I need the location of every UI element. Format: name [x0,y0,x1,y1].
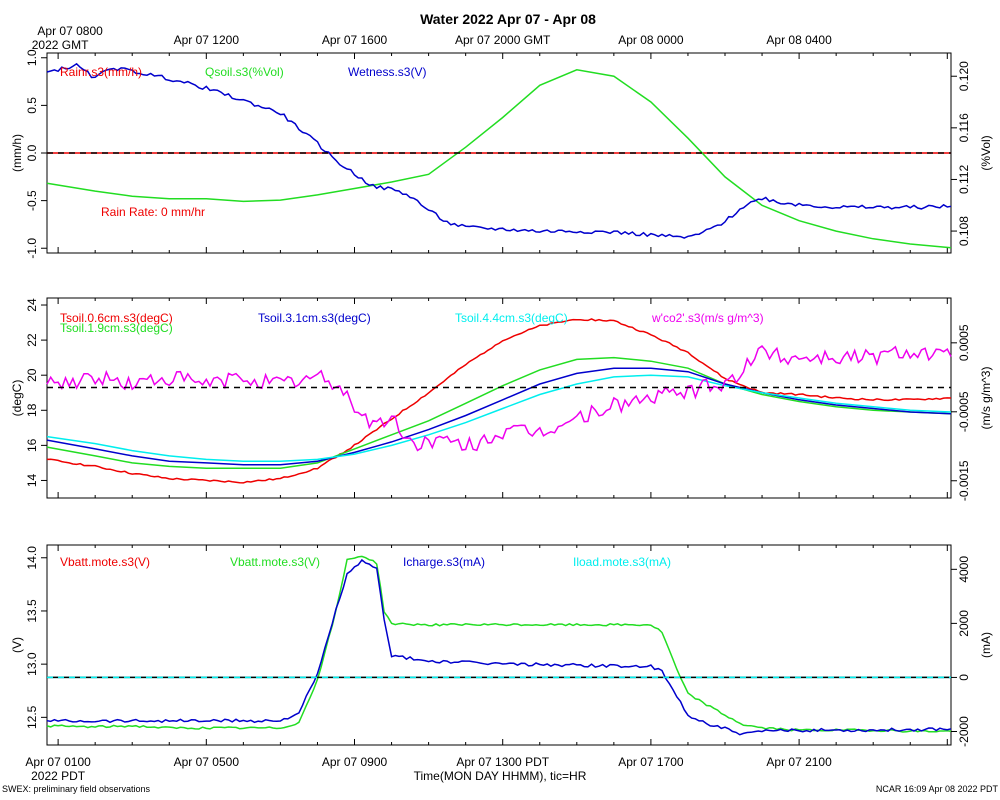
y-left-tick-label: 0.5 [25,97,39,114]
y-left-tick-label: 0.0 [25,144,39,161]
y-right-tick-label: -2000 [957,716,971,747]
y-left-tick-label: -1.0 [25,238,39,259]
legend-entry: Icharge.s3(mA) [403,555,485,569]
plot-frame [46,544,952,746]
rain-rate-annotation: Rain Rate: 0 mm/hr [101,205,205,219]
legend-entry: Tsoil.0.6cm.s3(degC) [60,311,173,325]
panel-soil-temperature: 24 22 20 18 16 14 0.0005 -0.0005 -0.0015 (degC) (m… [10,297,993,501]
y-left-axis-label: (degC) [10,380,24,417]
series-line-tsoil-4-4cm-s3 [46,374,952,462]
legend-entry: Vbatt.mote.s3(V) [60,555,150,569]
series-line-qsoil-s3 [46,69,952,249]
y-left-tick-label: 22 [25,333,39,347]
legend-entry: Qsoil.s3(%Vol) [205,65,284,79]
bottom-axis-tick-label: Apr 07 1700 [618,755,684,769]
legend-entry: Iload.mote.s3(mA) [573,555,671,569]
y-right-tick-label: -0.0015 [957,460,971,501]
y-right-tick-label: 2000 [957,610,971,637]
y-right-tick-label: 0.116 [957,113,971,142]
bottom-time-axis: Apr 07 0100 Apr 07 0500 Apr 07 0900 Apr 07 … [25,755,832,783]
x-axis-label: Time(MON DAY HHMM), tic=HR [414,769,587,783]
plot-frame [46,297,952,499]
series-line-vbatt-mote-s3 [46,555,952,733]
top-time-axis: Apr 07 0800 Apr 07 1200 Apr 07 1600 Apr 07 … [32,24,832,52]
y-left-tick-label: 20 [25,368,39,382]
y-left-tick-label: 13.0 [25,652,39,676]
y-right-tick-label: 0 [957,674,971,681]
y-right-tick-label: 4000 [957,556,971,583]
top-axis-tick-label: Apr 07 1200 [174,33,240,47]
bottom-axis-tick-label: Apr 07 0900 [322,755,388,769]
top-axis-tick-label: Apr 07 0800 [37,24,103,38]
bottom-axis-tick-label: Apr 07 0500 [174,755,240,769]
y-left-tick-label: 16 [25,438,39,452]
legend-entry: Tsoil.3.1cm.s3(degC) [258,311,371,325]
y-right-axis-label: (m/s g/m^3) [979,367,993,430]
y-left-tick-label: -0.5 [25,190,39,211]
series-line-w-co2-s3 [46,344,952,452]
series-line-tsoil-0-6cm-s3 [46,318,952,484]
legend-entry: Vbatt.mote.s3(V) [230,555,320,569]
y-right-axis-label: (mA) [979,632,993,658]
y-right-tick-label: -0.0005 [957,391,971,432]
series-line-wetness-s3 [46,62,952,239]
panel-rain-soil-moisture: 1.0 0.5 0.0 -0.5 -1.0 0.120 0.116 0.112 0.108 (mm… [10,49,993,258]
y-left-tick-label: 24 [25,298,39,312]
bottom-axis-year-label: 2022 PDT [31,769,86,783]
legend-entry: Tsoil.4.4cm.s3(degC) [455,311,568,325]
y-left-axis-label: (mm/h) [10,134,24,172]
panel-battery-current: 14.0 13.5 13.0 12.5 4000 2000 0 -2000 (V) (mA) Vba… [10,544,993,747]
chart-title: Water 2022 Apr 07 - Apr 08 [420,11,596,27]
legend-entry: Rainr.s3(mm/h) [60,65,142,79]
footer-left: SWEX: preliminary field observations [2,784,151,794]
series-line-tsoil-3-1cm-s3 [46,367,952,466]
legend-entry: Wetness.s3(V) [348,65,426,79]
y-right-axis-label: (%Vol) [979,135,993,170]
y-right-tick-label: 0.0005 [957,324,971,361]
top-axis-tick-label: Apr 08 0000 [618,33,684,47]
y-left-tick-label: 14 [25,473,39,487]
series-line-icharge-s3 [46,558,952,736]
y-right-tick-label: 0.120 [957,61,971,91]
bottom-axis-tick-label: Apr 07 2100 [766,755,832,769]
footer-right: NCAR 16:09 Apr 08 2022 PDT [876,784,999,794]
top-axis-tick-label: Apr 08 0400 [766,33,832,47]
legend-entry: Tsoil.1.9cm.s3(degC) [60,321,173,335]
y-left-tick-label: 14.0 [25,546,39,570]
y-left-tick-label: 18 [25,403,39,417]
y-left-axis-label: (V) [10,637,24,653]
top-axis-tick-label: Apr 07 2000 GMT [455,33,551,47]
legend-entry: w'co2'.s3(m/s g/m^3) [651,311,764,325]
y-left-tick-label: 1.0 [25,49,39,66]
top-axis-tick-label: Apr 07 1600 [322,33,388,47]
bottom-axis-tick-label: Apr 07 1300 PDT [456,755,549,769]
y-right-tick-label: 0.112 [957,165,971,194]
top-axis-year-label: 2022 GMT [32,38,89,52]
y-left-tick-label: 12.5 [25,705,39,729]
y-left-tick-label: 13.5 [25,599,39,623]
y-right-tick-label: 0.108 [957,216,971,246]
series-line-tsoil-1-9cm-s3 [46,356,952,469]
bottom-axis-tick-label: Apr 07 0100 [25,755,91,769]
